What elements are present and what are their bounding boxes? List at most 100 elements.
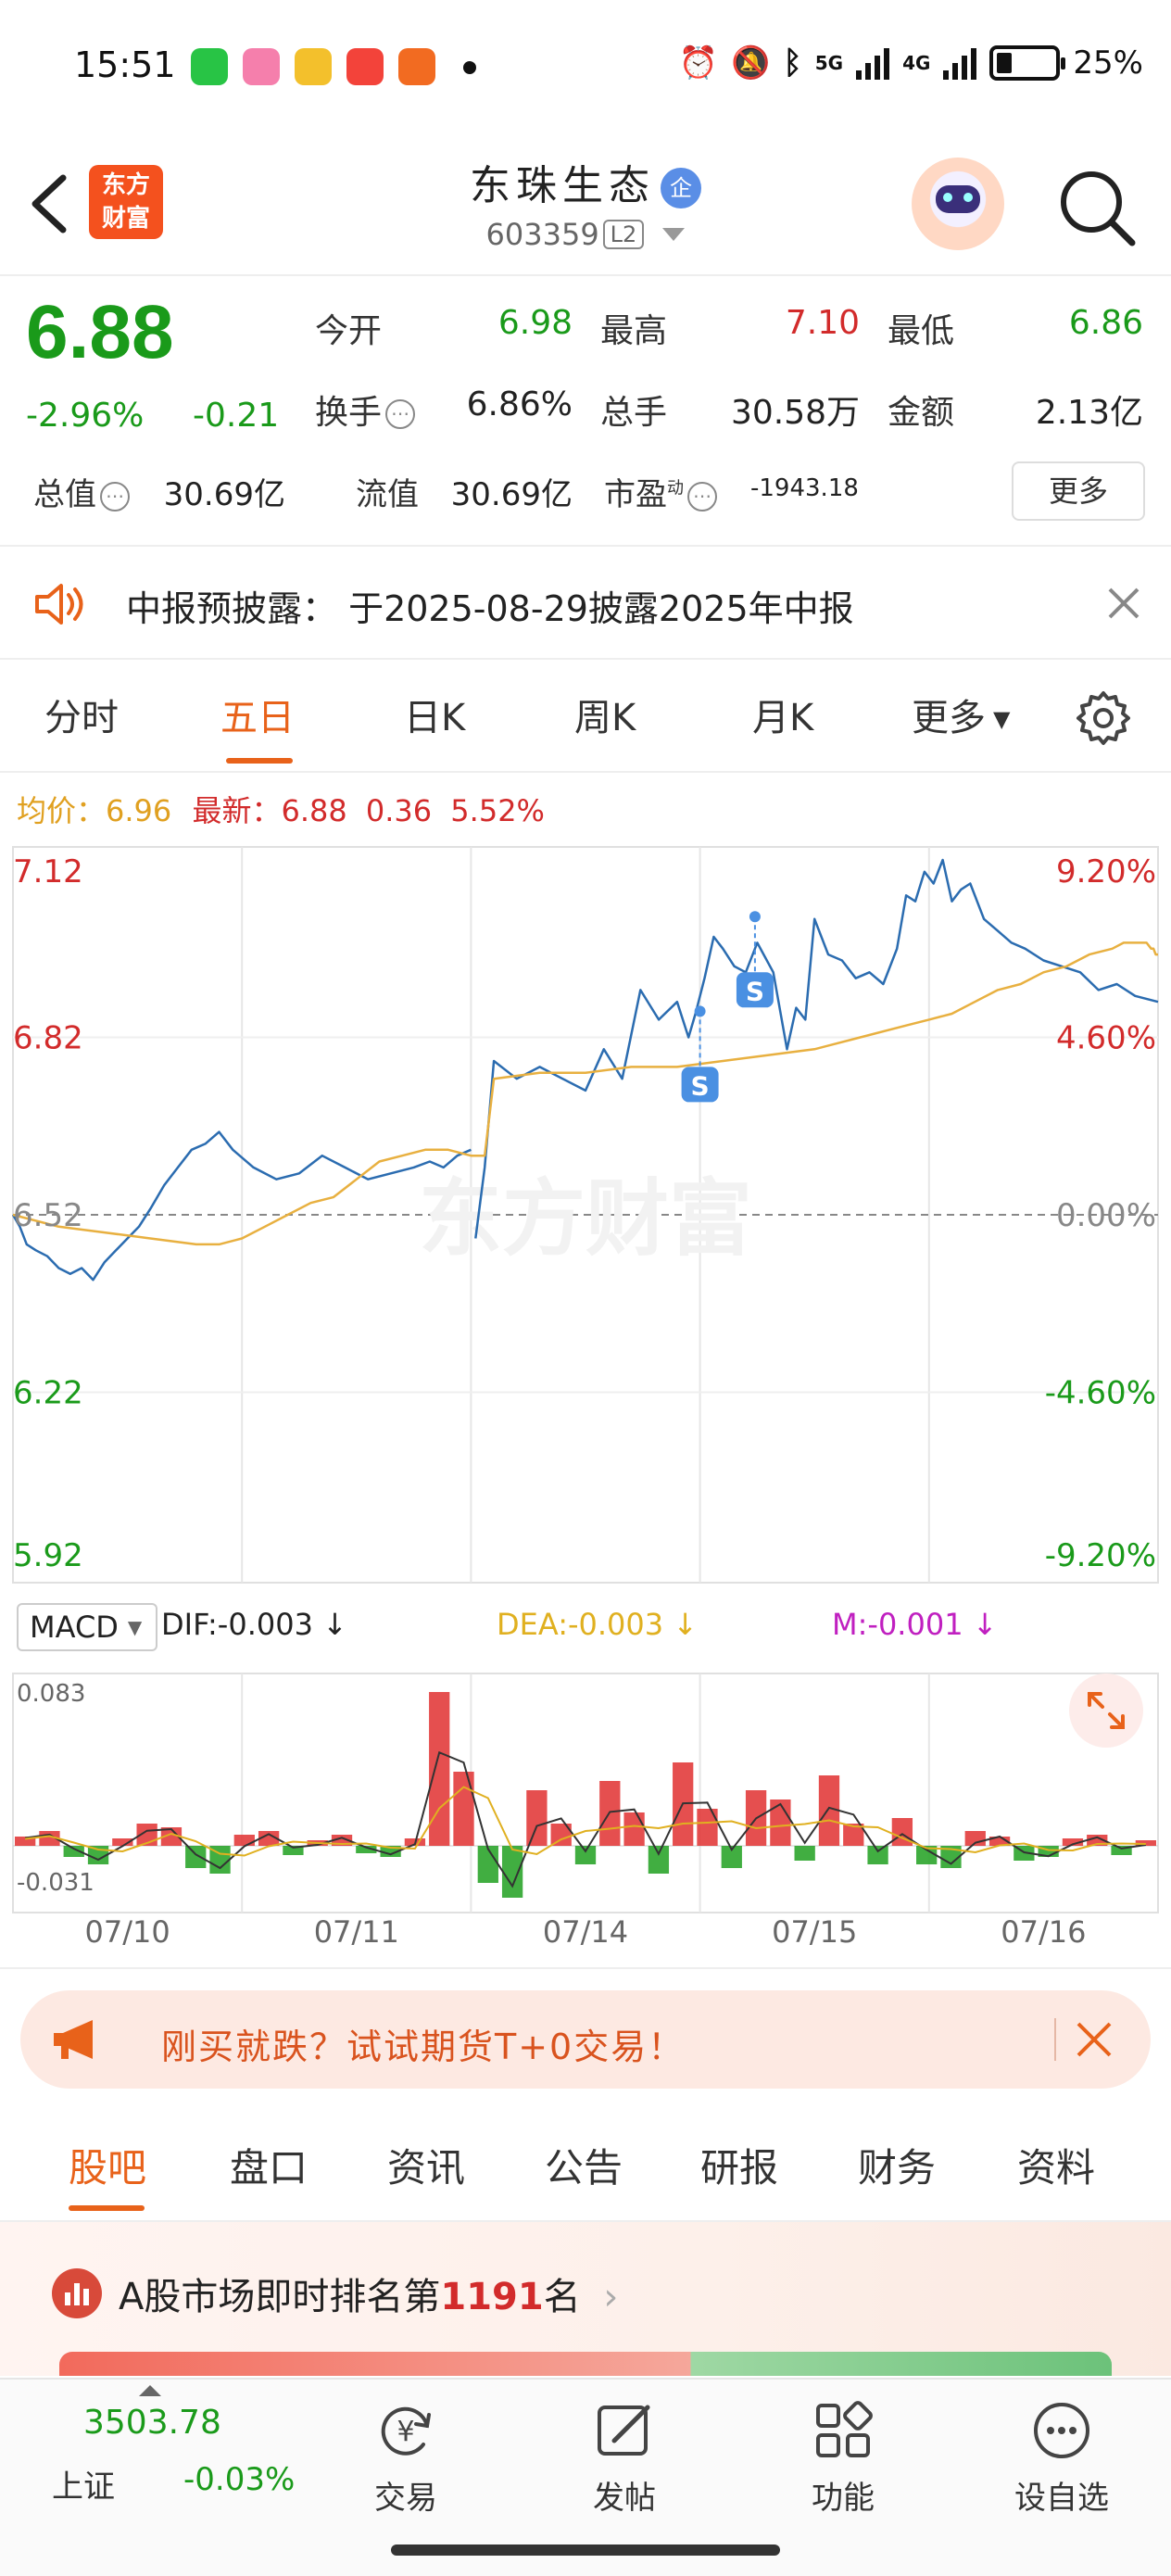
home-indicator — [391, 2544, 780, 2556]
amount-value: 2.13亿 — [1035, 394, 1143, 432]
chart-watermark: 东方财富 — [419, 1170, 752, 1268]
tab-weekly-k[interactable]: 周K — [574, 697, 636, 739]
macd-bar — [867, 1846, 888, 1864]
macd-dif-legend: DIF:-0.003 ↓ — [161, 1607, 347, 1642]
tab-intraday[interactable]: 分时 — [44, 697, 119, 739]
macd-bar — [233, 1835, 255, 1846]
five-day-price-chart[interactable]: 东方财富 SS 7.12 9.20%6.82 4.60%6.52 0.00%6.22-… — [0, 840, 1171, 1599]
close-icon[interactable] — [1102, 582, 1145, 625]
macd-bar — [15, 1837, 36, 1846]
tab-financials[interactable]: 财务 — [858, 2145, 937, 2191]
chart-period-tabs: 分时 五日 日K 周K 月K 更多 ▼ — [0, 662, 1171, 773]
mcap-label-row[interactable]: 总值 ⋯ — [33, 469, 130, 514]
pe-label-row[interactable]: 市盈动 ⋯ — [604, 469, 717, 514]
price-info-row: 均价：6.96 最新：6.88 0.36 5.52% — [17, 788, 545, 830]
stock-code-row[interactable]: 603359 L2 — [0, 217, 1171, 252]
tab-profile[interactable]: 资料 — [1017, 2145, 1096, 2191]
search-button[interactable] — [1056, 167, 1140, 250]
y-left-tick: 5.92 — [13, 1537, 83, 1574]
macd-bar — [63, 1846, 84, 1857]
caret-up-icon — [139, 2385, 161, 2396]
close-icon[interactable] — [1071, 2016, 1117, 2063]
alarm-icon: ⏰ — [678, 44, 718, 82]
futures-ad-banner[interactable]: 刚买就跌？试试期货T+0交易！ — [20, 1990, 1151, 2089]
nav-add-watchlist[interactable]: 设自选 — [997, 2398, 1127, 2518]
macd-bar — [258, 1831, 280, 1846]
disclosure-notice[interactable]: 中报预披露： 于2025-08-29披露2025年中报 — [0, 549, 1171, 660]
price-line-part1 — [11, 1130, 472, 1282]
expand-chart-button[interactable] — [1069, 1673, 1143, 1748]
macd-bar — [843, 1824, 864, 1846]
price-line-part2 — [474, 858, 1159, 1239]
stock-name-row[interactable]: 东珠生态企 — [0, 152, 1171, 211]
macd-lines — [24, 1750, 1147, 1888]
macd-m-legend: M:-0.001 ↓ — [832, 1607, 998, 1642]
info-icon: ⋯ — [687, 481, 717, 511]
mute-icon: 🔕 — [730, 44, 771, 82]
market-rank-panel[interactable]: A股市场即时排名第1191名 › — [0, 2222, 1171, 2376]
date-tick: 07/11 — [314, 1914, 399, 1950]
nav-post[interactable]: 发帖 — [560, 2398, 689, 2518]
more-icon — [1034, 2403, 1089, 2458]
tab-forum[interactable]: 股吧 — [69, 2145, 147, 2191]
wechat-icon — [191, 48, 228, 85]
ai-assistant-robot-icon[interactable] — [912, 158, 1004, 250]
stock-name: 东珠生态 — [470, 162, 655, 209]
back-button[interactable] — [22, 167, 78, 241]
tab-announcements[interactable]: 公告 — [545, 2145, 623, 2191]
nav-functions[interactable]: 功能 — [778, 2398, 908, 2518]
turnover-label-row[interactable]: 换手 ⋯ — [315, 385, 416, 434]
macd-chart[interactable]: 0.083 -0.031 07/10 07/11 07/14 07/15 07/16 — [0, 1599, 1171, 1970]
tab-news[interactable]: 资讯 — [387, 2145, 466, 2191]
y-right-tick: -9.20% — [1045, 1537, 1156, 1574]
change-amount: -0.21 — [193, 397, 280, 435]
rank-progress-bar — [59, 2352, 1112, 2376]
low-value: 6.86 — [1068, 304, 1143, 342]
tab-more-periods[interactable]: 更多 ▼ — [912, 688, 1010, 741]
mcap-value: 30.69亿 — [163, 476, 285, 513]
sh-index-name[interactable]: 上证 — [52, 2469, 115, 2506]
amount-label: 金额 — [888, 394, 955, 432]
ranking-chart-icon — [52, 2268, 102, 2318]
tab-orderbook[interactable]: 盘口 — [230, 2145, 308, 2191]
battery-level: 25% — [1073, 44, 1143, 82]
pe-superscript: 动 — [667, 478, 684, 499]
latest-percent: 5.52% — [450, 793, 545, 828]
gear-icon[interactable] — [1075, 689, 1132, 747]
more-quote-button[interactable]: 更多 — [1012, 461, 1145, 521]
macd-bar — [429, 1692, 450, 1846]
tab-monthly-k[interactable]: 月K — [752, 697, 814, 739]
tab-more-label: 更多 — [912, 697, 986, 739]
sh-index-value[interactable]: 3503.78 — [83, 2404, 221, 2442]
eastmoney-logo[interactable]: 东方 财富 — [89, 165, 163, 239]
sell-markers[interactable]: SS — [681, 911, 774, 1103]
tab-five-day[interactable]: 五日 — [220, 697, 295, 739]
turnover-value: 6.86% — [466, 385, 573, 423]
tab-daily-k[interactable]: 日K — [404, 697, 466, 739]
indicator-select[interactable]: MACD ▼ — [17, 1603, 157, 1651]
nav-trade[interactable]: ¥ 交易 — [341, 2398, 471, 2518]
latest-change: 0.36 — [365, 793, 433, 828]
y-right-tick: 9.20% — [1056, 853, 1156, 890]
pe-label: 市盈 — [604, 476, 667, 513]
macd-bar — [818, 1775, 840, 1846]
macd-bar — [623, 1812, 645, 1846]
chart-grid — [12, 846, 1159, 1584]
weibo-icon — [295, 48, 332, 85]
tab-research[interactable]: 研报 — [700, 2145, 779, 2191]
sh-index-change[interactable]: -0.03% — [183, 2461, 296, 2498]
macd-bar — [1062, 1838, 1084, 1846]
date-tick: 07/14 — [543, 1914, 628, 1950]
signal-5g-icon — [856, 46, 890, 80]
mcap-label: 总值 — [33, 476, 96, 513]
latest-label: 最新： — [192, 793, 282, 828]
y-right-tick: 0.00% — [1056, 1197, 1156, 1234]
signal-4g-icon — [943, 46, 977, 80]
macd-bar — [501, 1846, 523, 1898]
sell-marker-dot — [749, 911, 761, 923]
date-tick: 07/10 — [84, 1914, 170, 1950]
macd-bar — [794, 1846, 815, 1861]
macd-bar — [112, 1838, 133, 1846]
sell-marker-label: S — [691, 1070, 710, 1101]
nav-post-label: 发帖 — [593, 2480, 656, 2517]
